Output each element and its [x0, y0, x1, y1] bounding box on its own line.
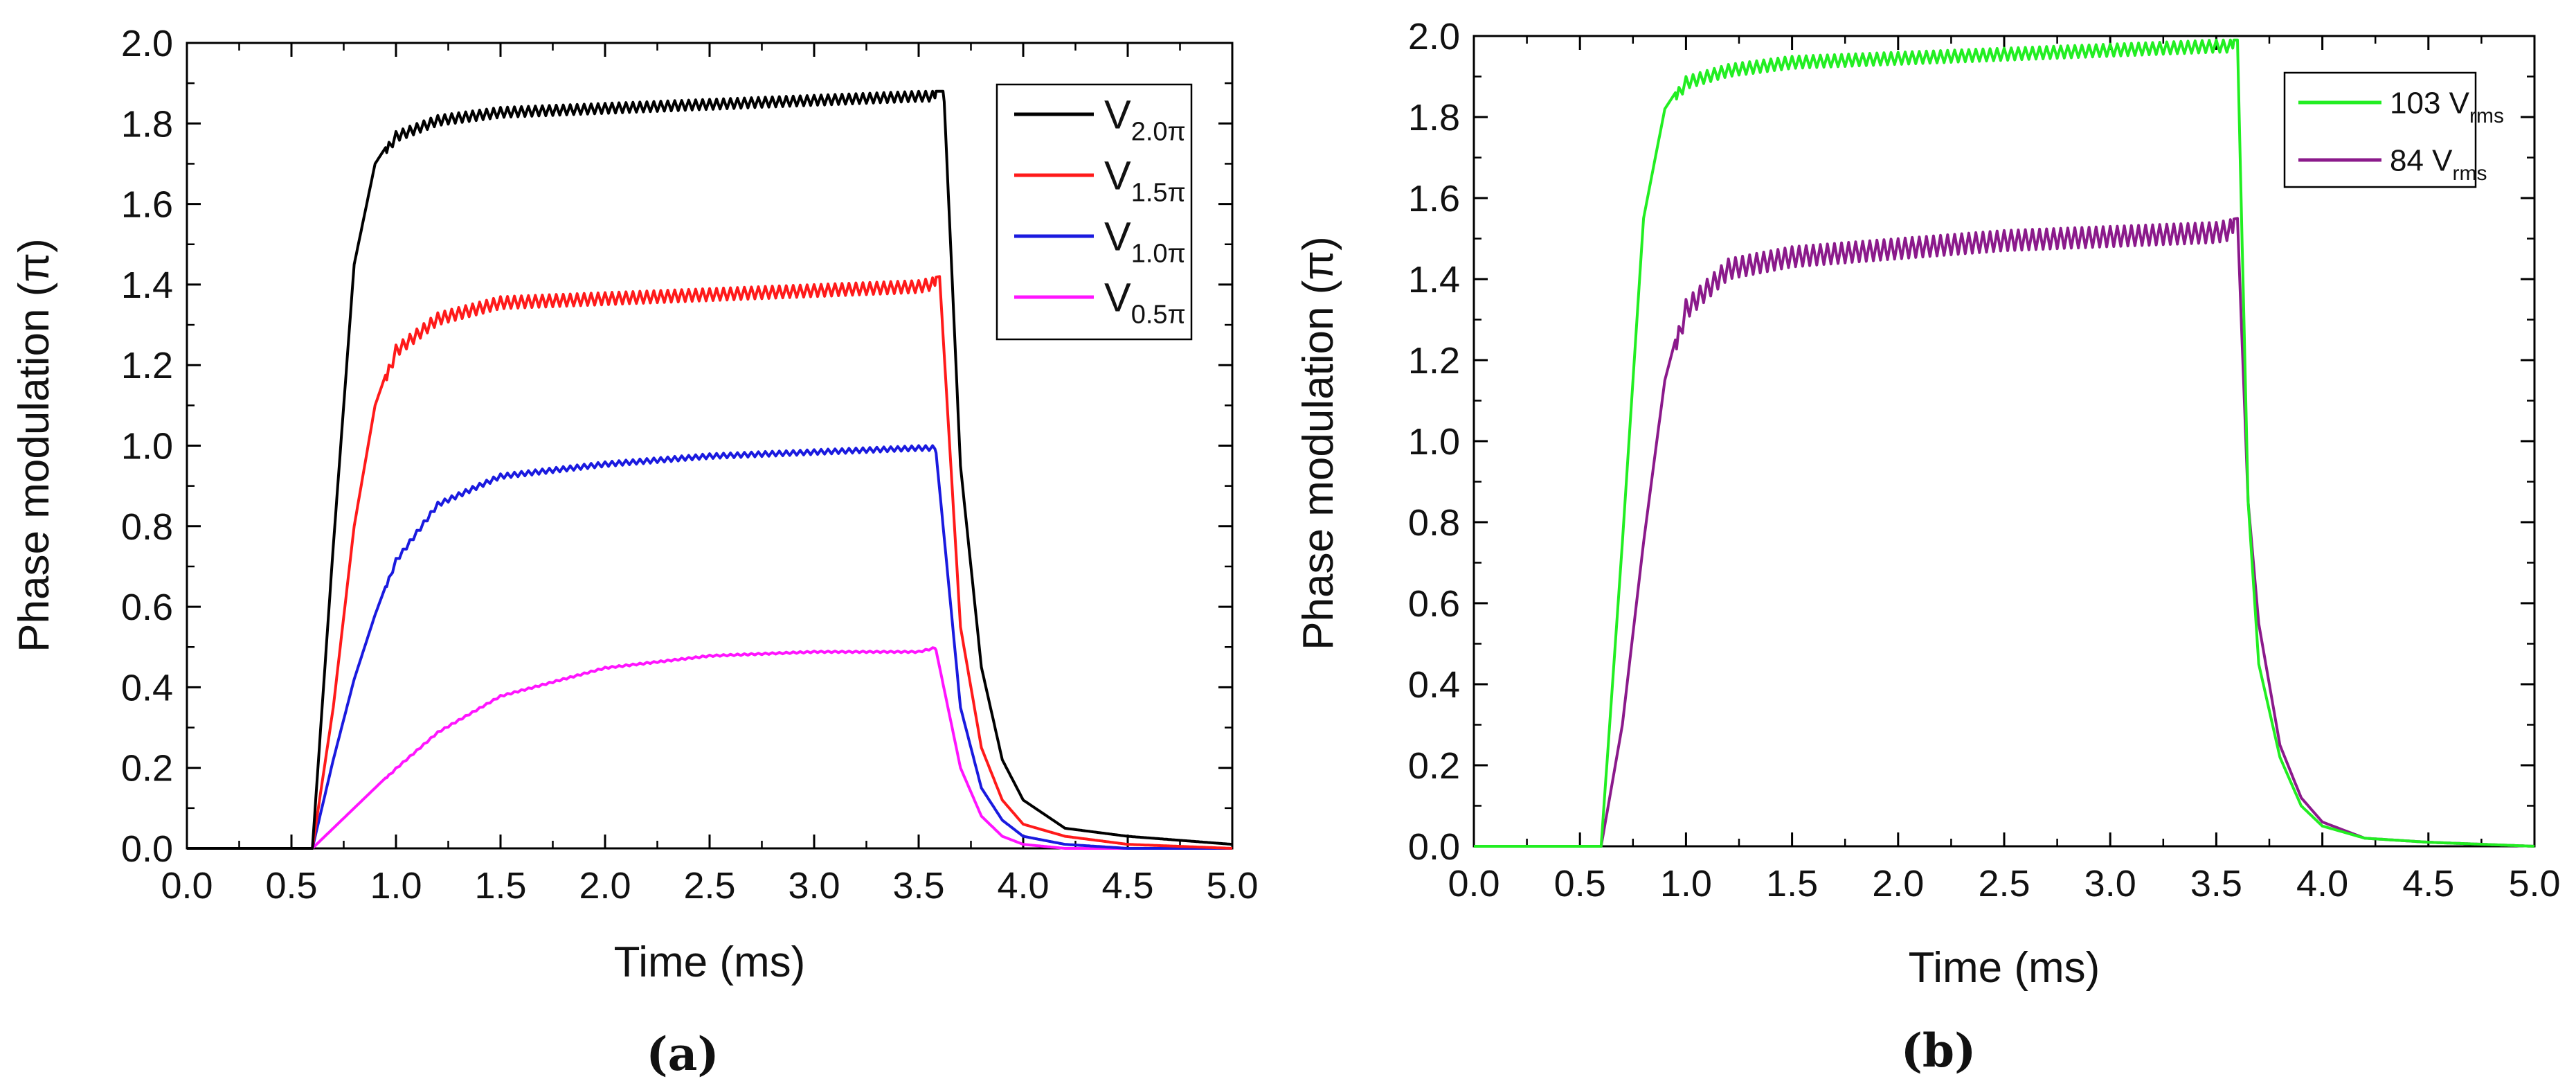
series-line-15: [186, 275, 1233, 850]
x-tick-label: 1.0: [370, 865, 422, 907]
legend-label-sub: rms: [2453, 162, 2487, 185]
axis-ticks-a: 0.0 0.5 1.0 1.5 2.0 2.5 3.0 3.5 4.0 4.5 5.0 0.0 0.2 0…: [121, 23, 1259, 907]
plot-area-a: 0.0 0.5 1.0 1.5 2.0 2.5 3.0 3.5 4.0 4.5 5.0 0.0 0.2 0…: [121, 23, 1259, 907]
legend-label: V0.5π: [1104, 275, 1186, 329]
x-tick-label: 0.5: [1554, 863, 1606, 904]
x-tick-label: 2.0: [1872, 863, 1924, 904]
axis-ticks-b: 0.0 0.5 1.0 1.5 2.0 2.5 3.0 3.5 4.0 4.5 5.0 0.0 0.2 0…: [1408, 16, 2561, 904]
x-tick-label: 3.5: [2190, 863, 2242, 904]
series-line-20: [186, 89, 1233, 850]
panel-label-a: (a): [646, 1027, 719, 1081]
y-tick-label: 0.0: [121, 828, 173, 870]
x-tick-label: 0.5: [265, 865, 317, 907]
legend-label-sub: 2.0π: [1131, 117, 1186, 146]
y-tick-label: 1.8: [1408, 97, 1460, 139]
x-tick-label: 0.0: [161, 865, 213, 907]
x-tick-label: 4.5: [2402, 863, 2454, 904]
y-tick-label: 2.0: [121, 23, 173, 64]
y-tick-label: 0.2: [121, 748, 173, 790]
x-tick-label: 3.0: [2084, 863, 2136, 904]
legend-label-sub: 1.0π: [1131, 239, 1186, 268]
y-tick-label: 0.4: [1408, 664, 1460, 706]
x-tick-label: 0.0: [1448, 863, 1499, 904]
x-tick-label: 2.5: [683, 865, 735, 907]
y-tick-label: 1.4: [1408, 259, 1460, 301]
x-axis-label-b: Time (ms): [1909, 944, 2100, 992]
series-line-10: [186, 444, 1233, 850]
panel-b: 0.0 0.5 1.0 1.5 2.0 2.5 3.0 3.5 4.0 4.5 5.0 0.0 0.2 0…: [1295, 16, 2561, 1078]
x-tick-label: 1.0: [1660, 863, 1712, 904]
y-tick-label: 1.0: [121, 426, 173, 467]
y-tick-label: 1.6: [121, 184, 173, 226]
y-tick-label: 0.8: [1408, 502, 1460, 544]
series-line-rms: [1473, 217, 2535, 848]
y-tick-label: 1.4: [121, 265, 173, 306]
legend-label-sub: 0.5π: [1131, 300, 1186, 329]
legend-label-sub: rms: [2469, 105, 2504, 127]
y-tick-label: 0.0: [1408, 826, 1460, 868]
series-line-rms: [1473, 38, 2535, 848]
y-tick-label: 0.8: [121, 506, 173, 548]
x-tick-label: 1.5: [1766, 863, 1818, 904]
y-tick-label: 1.2: [1408, 340, 1460, 382]
y-tick-label: 1.0: [1408, 421, 1460, 463]
legend-box-b: [2283, 71, 2477, 188]
y-tick-label: 0.2: [1408, 745, 1460, 787]
x-axis-label-a: Time (ms): [614, 938, 806, 986]
x-tick-label: 2.5: [1978, 863, 2030, 904]
y-tick-label: 0.4: [121, 667, 173, 708]
x-tick-label: 4.5: [1101, 865, 1153, 907]
x-tick-label: 1.5: [474, 865, 526, 907]
panel-label-b: (b): [1901, 1024, 1976, 1078]
series-line-05: [186, 646, 1233, 850]
x-tick-label: 4.0: [2296, 863, 2348, 904]
series-group-a: [186, 89, 1233, 850]
plot-area-b: 0.0 0.5 1.0 1.5 2.0 2.5 3.0 3.5 4.0 4.5 5.0 0.0 0.2 0…: [1408, 16, 2561, 904]
y-axis-label-b: Phase modulation (π): [1295, 236, 1342, 650]
y-tick-label: 0.6: [1408, 583, 1460, 625]
y-tick-label: 1.6: [1408, 178, 1460, 220]
x-tick-label: 2.0: [579, 865, 631, 907]
x-tick-label: 5.0: [1206, 865, 1258, 907]
y-tick-label: 2.0: [1408, 16, 1460, 57]
y-tick-label: 1.2: [121, 345, 173, 386]
x-tick-label: 3.0: [788, 865, 840, 907]
panel-a: 0.0 0.5 1.0 1.5 2.0 2.5 3.0 3.5 4.0 4.5 5.0 0.0 0.2 0…: [10, 23, 1259, 1081]
x-tick-label: 5.0: [2508, 863, 2560, 904]
y-tick-label: 1.8: [121, 103, 173, 145]
x-tick-label: 4.0: [997, 865, 1049, 907]
x-tick-label: 3.5: [892, 865, 944, 907]
series-group-b: [1473, 38, 2535, 848]
y-tick-label: 0.6: [121, 587, 173, 628]
legend-label-sub: 1.5π: [1131, 178, 1186, 207]
y-axis-label-a: Phase modulation (π): [10, 238, 58, 652]
